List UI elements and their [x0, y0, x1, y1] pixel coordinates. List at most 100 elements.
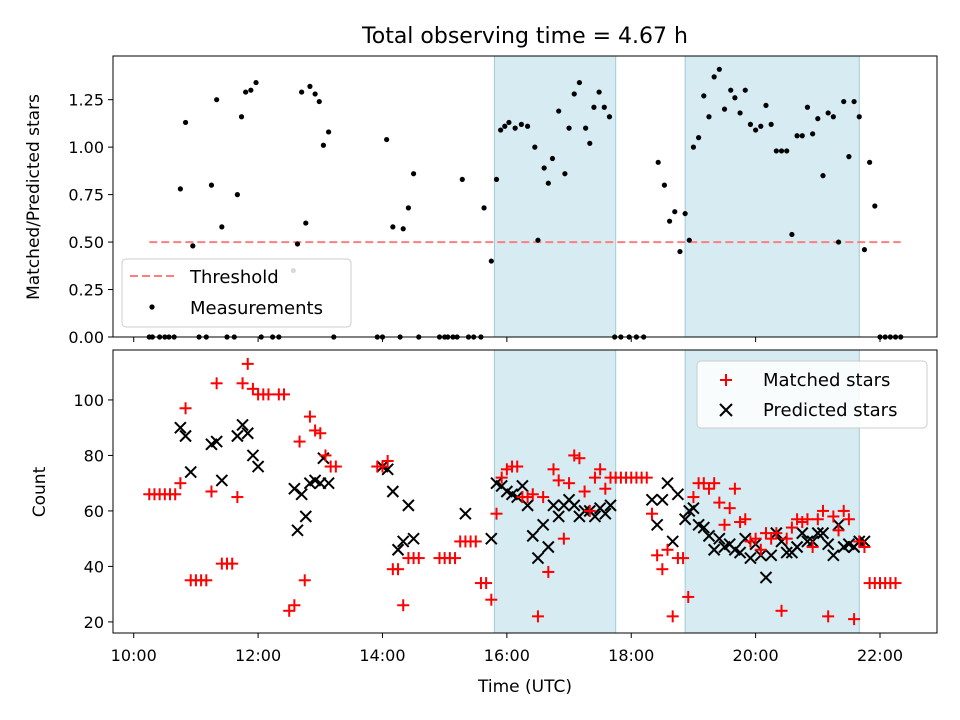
x-tick-label: 16:00 [484, 646, 530, 665]
x-tick-label: 14:00 [359, 646, 405, 665]
x-tick-label: 10:00 [111, 646, 157, 665]
matched-star-point [298, 574, 311, 587]
predicted-star-point [299, 510, 312, 523]
y-tick-label: 0.50 [68, 233, 104, 252]
predicted-star-point [702, 529, 716, 543]
measurement-point [410, 171, 417, 177]
y-tick-label: 80 [84, 446, 104, 465]
predicted-star-point [666, 535, 679, 548]
matched-star-point [806, 540, 819, 553]
matched-star-point [734, 516, 747, 529]
ratio-panel: 0.00 0.25 0.50 0.75 1.00 1.25 Total observing… [24, 24, 938, 347]
matched-star-point [759, 527, 772, 540]
measurement-point [532, 144, 538, 150]
matched-star-point [827, 510, 840, 523]
matched-star-point [837, 504, 850, 517]
predicted-star-point [236, 418, 249, 432]
predicted-star-point [246, 449, 260, 462]
measurement-point [810, 131, 816, 137]
x-tick-label: 22:00 [857, 646, 903, 665]
measurement-point [872, 203, 878, 209]
matched-star-point [303, 410, 316, 423]
measurement-point [682, 210, 688, 217]
measurement-point [556, 108, 562, 114]
matched-star-points [143, 357, 902, 626]
predicted-star-point [588, 510, 602, 523]
predicted-star-point [459, 507, 472, 520]
measurement-point [804, 104, 811, 110]
matched-star-point [314, 427, 327, 440]
measurement-point [732, 95, 738, 101]
legend-measurement-swatch [149, 304, 155, 310]
y-tick-label: 0.25 [68, 281, 104, 300]
matched-star-point [495, 471, 508, 484]
predicted-star-point [790, 540, 804, 554]
matched-star-point [500, 463, 513, 476]
matched-star-point [262, 388, 275, 401]
chart-title: Total observing time = 4.67 h [361, 24, 688, 49]
matched-star-point [329, 460, 342, 473]
measurement-point [243, 89, 249, 95]
matched-star-point [397, 599, 410, 612]
measurement-point [686, 237, 692, 243]
matched-star-point [588, 471, 601, 484]
matched-star-point [661, 543, 674, 556]
predicted-star-point [744, 551, 757, 565]
predicted-star-point [521, 499, 534, 512]
measurement-point [711, 74, 717, 80]
matched-star-point [848, 613, 861, 626]
measurement-point [481, 205, 487, 211]
matched-star-point [853, 535, 866, 548]
predicted-star-point [780, 546, 793, 559]
measurement-point [493, 176, 500, 183]
matched-star-point [651, 549, 664, 562]
measurement-point [502, 123, 508, 129]
measurement-point [716, 66, 722, 72]
matched-star-point [449, 552, 462, 565]
matched-star-point [309, 424, 322, 437]
predicted-star-point [526, 529, 539, 543]
matched-star-point [785, 521, 798, 534]
predicted-star-point [796, 526, 809, 540]
measurement-point [325, 129, 332, 135]
measurement-point [587, 140, 593, 146]
predicted-star-point [801, 535, 814, 548]
measurement-point [753, 127, 759, 133]
matched-star-point [200, 574, 213, 587]
matched-star-point [744, 535, 757, 548]
predicted-star-point [397, 535, 410, 548]
measurement-point [825, 110, 831, 116]
predicted-star-point [402, 499, 415, 512]
predicted-star-point [650, 518, 664, 532]
matched-star-point [542, 565, 555, 578]
y-tick-label: 1.00 [68, 138, 104, 157]
matched-star-point [677, 552, 690, 565]
measurement-point [506, 119, 512, 126]
y-tick-label: 0.75 [68, 186, 104, 205]
count-plot-frame [112, 349, 938, 634]
predicted-star-point [210, 435, 223, 448]
measurement-point [677, 248, 683, 255]
count-x-ticks: 10:00 12:00 14:00 16:00 18:00 20:00 22:00 [111, 633, 903, 665]
matched-star-point [842, 513, 855, 526]
measurement-point [562, 171, 568, 177]
measurement-point [835, 239, 842, 245]
matched-star-point [811, 513, 824, 526]
predicted-star-point [547, 499, 560, 512]
matched-star-point [231, 491, 244, 504]
count-legend-box [696, 360, 928, 429]
predicted-star-point [391, 543, 405, 556]
predicted-star-point [764, 549, 778, 562]
matched-star-point [547, 463, 560, 476]
matched-star-point [801, 513, 814, 526]
predicted-star-point [816, 526, 830, 540]
measurement-point [742, 87, 748, 93]
measurement-point [867, 159, 873, 165]
observing-window [493, 55, 617, 338]
predicted-star-point [713, 532, 726, 545]
measurement-point [576, 79, 583, 86]
matched-star-point [832, 524, 845, 537]
measurement-point [390, 224, 396, 230]
predicted-star-point [687, 501, 700, 515]
measurement-point [320, 142, 327, 148]
